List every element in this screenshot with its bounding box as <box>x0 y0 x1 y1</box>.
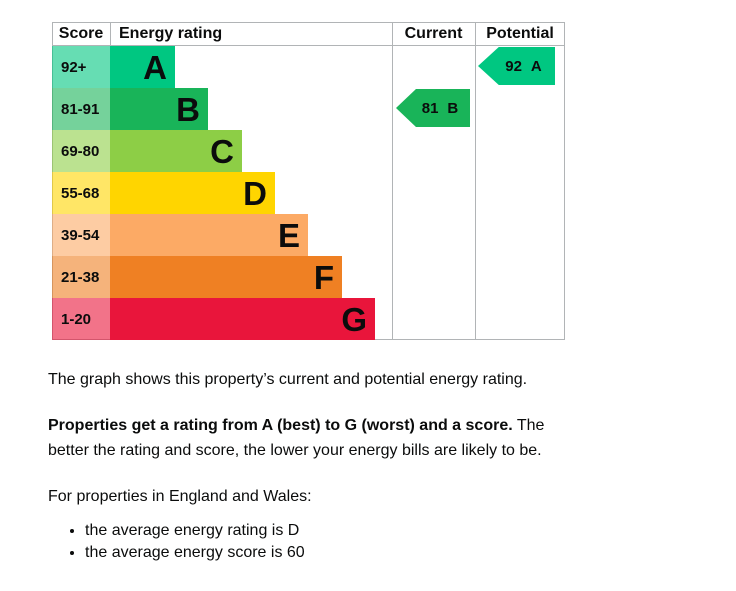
header-energy-rating: Energy rating <box>119 25 223 42</box>
intro-text: The graph shows this property’s current … <box>48 371 528 388</box>
band-letter: C <box>210 132 234 170</box>
band-row-b: 81-91 B <box>52 88 565 130</box>
potential-score: 92 <box>505 57 522 75</box>
chart-border-right <box>564 22 565 339</box>
band-row-d: 55-68 D <box>52 172 565 214</box>
lead-text-rest: The better the rating and score, the low… <box>48 417 545 459</box>
energy-rating-chart: Score Energy rating Current Potential 92… <box>52 22 565 340</box>
chart-divider-score <box>110 22 111 45</box>
current-letter: B <box>447 99 459 117</box>
band-bar-f: F <box>110 256 342 298</box>
band-letter: A <box>143 48 167 86</box>
chart-header-underline <box>52 45 565 46</box>
band-bar-d: D <box>110 172 275 214</box>
score-range-f: 21-38 <box>52 256 110 298</box>
band-letter: B <box>176 90 200 128</box>
header-current: Current <box>404 25 463 42</box>
lead-text: Properties get a rating from A (best) to… <box>48 413 564 463</box>
chart-border-top <box>52 22 565 23</box>
lead-text-bold: Properties get a rating from A (best) to… <box>48 417 513 434</box>
average-stats-list: the average energy rating is Dthe averag… <box>48 520 564 563</box>
band-letter: D <box>243 174 267 212</box>
band-letter: G <box>341 300 367 338</box>
header-score: Score <box>58 25 104 42</box>
score-range-e: 39-54 <box>52 214 110 256</box>
band-bar-g: G <box>110 298 375 340</box>
score-range-g: 1-20 <box>52 298 110 340</box>
score-range-c: 69-80 <box>52 130 110 172</box>
score-range-d: 55-68 <box>52 172 110 214</box>
average-stat-item: the average energy rating is D <box>85 520 564 542</box>
band-letter: E <box>277 216 300 254</box>
band-rows: 92+ A 81-91 B 69-80 C 55-68 D 39-54 E 21-38 F 1-20 G <box>52 46 565 340</box>
description-section: The graph shows this property’s current … <box>48 367 564 563</box>
regions-text: For properties in England and Wales: <box>48 488 312 505</box>
band-row-g: 1-20 G <box>52 298 565 340</box>
average-stat-item: the average energy score is 60 <box>85 542 564 564</box>
band-bar-c: C <box>110 130 242 172</box>
band-row-c: 69-80 C <box>52 130 565 172</box>
band-bar-e: E <box>110 214 308 256</box>
band-row-e: 39-54 E <box>52 214 565 256</box>
chart-divider-current <box>392 22 393 339</box>
header-potential: Potential <box>486 25 554 42</box>
potential-letter: A <box>530 57 542 75</box>
current-score: 81 <box>421 99 439 117</box>
score-range-b: 81-91 <box>52 88 110 130</box>
band-row-a: 92+ A <box>52 46 565 88</box>
band-letter: F <box>313 258 334 296</box>
band-row-f: 21-38 F <box>52 256 565 298</box>
chart-divider-potential <box>475 22 476 339</box>
band-bar-b: B <box>110 88 208 130</box>
chart-header-row: Score Energy rating Current Potential <box>52 23 565 45</box>
band-bar-a: A <box>110 46 175 88</box>
score-range-a: 92+ <box>52 46 110 88</box>
